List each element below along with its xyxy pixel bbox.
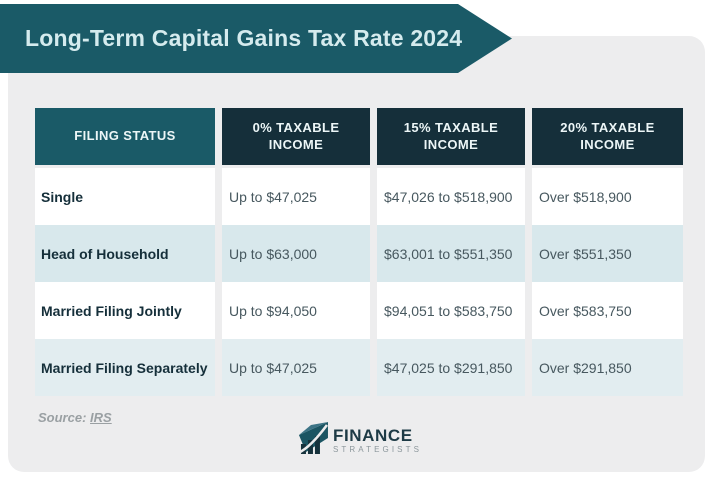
cell-15-percent: $63,001 to $551,350 (377, 225, 525, 282)
cell-0-percent: Up to $47,025 (222, 168, 370, 225)
logo-wordmark: FINANCE STRATEGISTS (333, 427, 422, 454)
finance-strategists-logo: FINANCE STRATEGISTS (297, 422, 422, 459)
cell-filing-status: Head of Household (35, 225, 215, 282)
header-cell-15-percent: 15% TAXABLE INCOME (377, 108, 525, 168)
cell-15-percent: $47,025 to $291,850 (377, 339, 525, 396)
finance-strategists-chart-icon (297, 422, 329, 459)
cell-20-percent: Over $551,350 (532, 225, 683, 282)
source-attribution: Source: IRS (38, 410, 112, 425)
cell-15-percent: $47,026 to $518,900 (377, 168, 525, 225)
cell-0-percent: Up to $63,000 (222, 225, 370, 282)
header-cell-20-percent: 20% TAXABLE INCOME (532, 108, 683, 168)
cell-0-percent: Up to $94,050 (222, 282, 370, 339)
page-title: Long-Term Capital Gains Tax Rate 2024 (25, 25, 463, 51)
cell-15-percent: $94,051 to $583,750 (377, 282, 525, 339)
header-cell-0-percent: 0% TAXABLE INCOME (222, 108, 370, 168)
cell-filing-status: Married Filing Separately (35, 339, 215, 396)
cell-20-percent: Over $291,850 (532, 339, 683, 396)
source-link-irs[interactable]: IRS (90, 410, 112, 425)
cell-0-percent: Up to $47,025 (222, 339, 370, 396)
capital-gains-table: FILING STATUS 0% TAXABLE INCOME 15% TAXA… (35, 108, 683, 396)
source-label: Source: (38, 410, 87, 425)
cell-20-percent: Over $583,750 (532, 282, 683, 339)
logo-tagline: STRATEGISTS (332, 445, 423, 454)
cell-filing-status: Married Filing Jointly (35, 282, 215, 339)
cell-20-percent: Over $518,900 (532, 168, 683, 225)
title-banner: Long-Term Capital Gains Tax Rate 2024 (0, 4, 512, 73)
header-cell-filing-status: FILING STATUS (35, 108, 215, 168)
cell-filing-status: Single (35, 168, 215, 225)
logo-name: FINANCE (332, 426, 413, 445)
